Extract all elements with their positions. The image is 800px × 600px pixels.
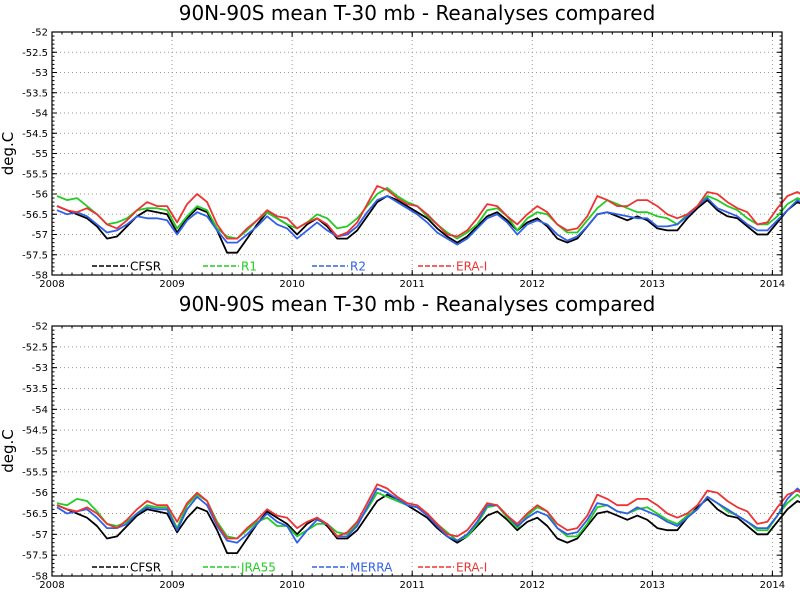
y-tick-label: -57: [32, 530, 48, 541]
chart-panel-top: 90N-90S mean T-30 mb - Reanalyses compar…: [0, 1, 800, 290]
y-tick-label: -55.5: [22, 467, 48, 478]
y-tick-label: -54.5: [22, 426, 48, 437]
series-line-merra: [56, 487, 800, 544]
y-tick-label: -53.5: [22, 384, 48, 395]
y-tick-label: -53.5: [22, 88, 48, 99]
series-line-cfsr: [56, 195, 800, 254]
y-tick-label: -54: [32, 405, 48, 416]
y-tick-label: -53: [32, 363, 48, 374]
chart-title: 90N-90S mean T-30 mb - Reanalyses compar…: [179, 292, 656, 316]
y-tick-label: -55.5: [22, 169, 48, 180]
legend-label: R2: [350, 260, 366, 274]
chart-panel-bottom: 90N-90S mean T-30 mb - Reanalyses compar…: [0, 292, 800, 591]
legend-label: ERA-I: [456, 260, 487, 274]
y-tick-label: -52.5: [22, 342, 48, 353]
legend-label: CFSR: [130, 561, 161, 575]
series-line-cfsr: [56, 493, 800, 554]
plot-frame: [51, 325, 783, 577]
y-tick-label: -56.5: [22, 210, 48, 221]
y-tick-label: -55: [32, 149, 48, 160]
x-tick-label: 2009: [159, 279, 184, 290]
x-tick-label: 2010: [279, 580, 304, 591]
plot-frame: [51, 31, 783, 276]
y-axis-label: deg.C: [0, 132, 17, 176]
y-tick-label: -58: [32, 572, 48, 583]
legend-label: CFSR: [130, 260, 161, 274]
x-tick-label: 2009: [159, 580, 184, 591]
y-tick-label: -57.5: [22, 551, 48, 562]
x-tick-label: 2013: [640, 580, 665, 591]
y-tick-label: -56: [32, 488, 48, 499]
y-tick-label: -52: [32, 28, 48, 39]
x-tick-label: 2008: [39, 279, 64, 290]
x-tick-label: 2012: [520, 279, 545, 290]
y-tick-label: -52.5: [22, 48, 48, 59]
y-tick-label: -55: [32, 447, 48, 458]
y-tick-label: -54.5: [22, 129, 48, 140]
y-tick-label: -53: [32, 68, 48, 79]
y-axis-label: deg.C: [0, 429, 17, 473]
series-line-era-i: [56, 483, 800, 540]
x-tick-label: 2012: [520, 580, 545, 591]
chart-title: 90N-90S mean T-30 mb - Reanalyses compar…: [179, 1, 656, 25]
y-tick-label: -58: [32, 271, 48, 282]
x-tick-label: 2010: [279, 279, 304, 290]
legend-label: JRA55: [240, 561, 276, 575]
legend-label: ERA-I: [456, 561, 487, 575]
x-tick-label: 2008: [39, 580, 64, 591]
y-tick-label: -56: [32, 190, 48, 201]
legend-label: MERRA: [350, 561, 393, 575]
x-tick-label: 2014: [760, 580, 785, 591]
y-tick-label: -57: [32, 230, 48, 241]
x-tick-label: 2011: [399, 279, 424, 290]
x-tick-label: 2013: [640, 279, 665, 290]
legend-label: R1: [241, 260, 257, 274]
series-line-r2: [56, 195, 800, 246]
y-tick-label: -56.5: [22, 509, 48, 520]
y-tick-label: -57.5: [22, 250, 48, 261]
series-line-era-i: [56, 184, 800, 240]
y-tick-label: -54: [32, 109, 48, 120]
x-tick-label: 2011: [399, 580, 424, 591]
y-tick-label: -52: [32, 322, 48, 333]
x-tick-label: 2014: [760, 279, 785, 290]
